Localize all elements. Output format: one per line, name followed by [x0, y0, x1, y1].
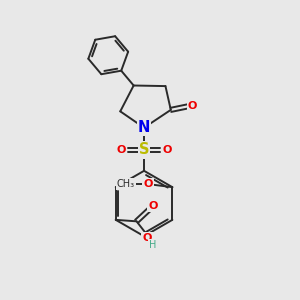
Text: N: N [138, 120, 150, 135]
Text: O: O [148, 201, 158, 211]
Text: H: H [148, 240, 156, 250]
Text: O: O [143, 179, 153, 189]
Text: O: O [142, 233, 152, 243]
Text: O: O [162, 145, 172, 155]
Text: CH₃: CH₃ [117, 179, 135, 189]
Text: O: O [116, 145, 126, 155]
Text: S: S [139, 142, 149, 158]
Text: O: O [188, 101, 197, 111]
